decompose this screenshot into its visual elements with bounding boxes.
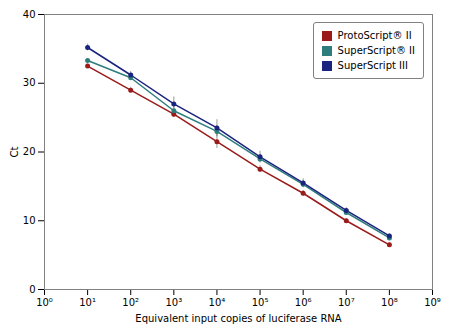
svg-text:10: 10 [23, 215, 36, 226]
svg-text:10⁷: 10⁷ [338, 297, 355, 308]
svg-text:10⁴: 10⁴ [209, 297, 226, 308]
html-text:ProtoScript® II: ProtoScript® II [337, 30, 412, 41]
svg-text:10¹: 10¹ [79, 297, 96, 308]
svg-text:0: 0 [29, 284, 35, 295]
svg-text:10⁵: 10⁵ [252, 297, 269, 308]
svg-text:10⁶: 10⁶ [295, 297, 312, 308]
svg-text:Equivalent input copies of luc: Equivalent input copies of luciferase RN… [135, 313, 341, 324]
svg-text:10²: 10² [122, 297, 139, 308]
svg-text:10³: 10³ [165, 297, 182, 308]
html-text:SuperScript® II: SuperScript® II [337, 45, 415, 56]
svg-text:Ct: Ct [9, 146, 20, 157]
svg-text:40: 40 [23, 9, 36, 20]
svg-text:30: 30 [23, 77, 36, 88]
svg-text:10⁹: 10⁹ [424, 297, 441, 308]
html-text:SuperScript III: SuperScript III [337, 60, 408, 71]
svg-text:10⁰: 10⁰ [36, 297, 53, 308]
svg-text:20: 20 [23, 146, 36, 157]
svg-text:10⁸: 10⁸ [381, 297, 398, 308]
